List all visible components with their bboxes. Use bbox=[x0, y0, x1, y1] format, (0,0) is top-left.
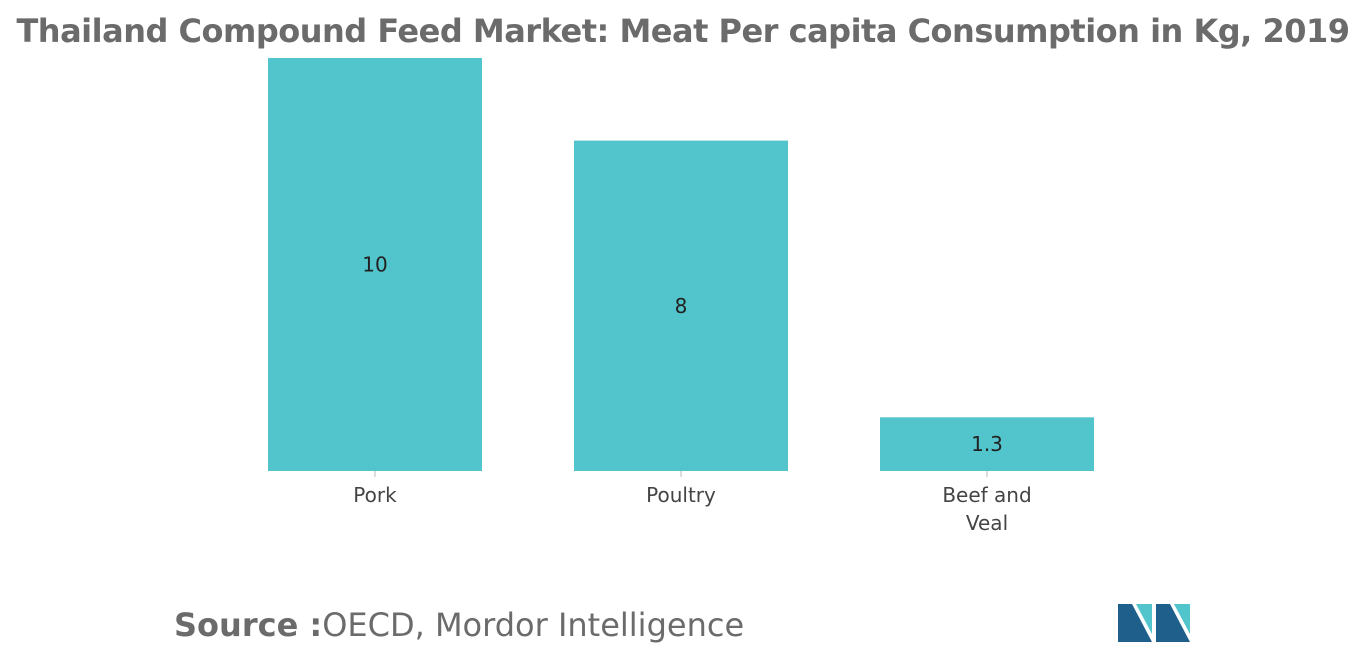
x-tick-label-line: Pork bbox=[353, 483, 397, 507]
x-tick-label-line: Beef and bbox=[942, 483, 1031, 507]
logo-shape-2 bbox=[1136, 604, 1152, 634]
data-labels: 10 8 1.3 bbox=[362, 253, 1003, 457]
logo-shape-1 bbox=[1118, 604, 1152, 642]
bar-poultry bbox=[574, 140, 788, 471]
x-axis-ticks bbox=[374, 471, 988, 477]
x-tick-label: Pork bbox=[353, 483, 397, 507]
source-note: Source :OECD, Mordor Intelligence bbox=[174, 606, 744, 644]
x-tick-label-line: Poultry bbox=[646, 483, 716, 507]
x-tick-label: Poultry bbox=[646, 483, 716, 507]
source-label: Source : bbox=[174, 606, 323, 644]
source-text: OECD, Mordor Intelligence bbox=[322, 606, 745, 644]
data-label: 1.3 bbox=[971, 432, 1003, 456]
x-tick-label-line: Veal bbox=[966, 511, 1008, 535]
x-axis-labels: Pork Poultry Beef and Veal bbox=[353, 483, 1031, 535]
x-tick-label: Beef and Veal bbox=[942, 483, 1031, 535]
data-label: 10 bbox=[362, 253, 387, 277]
logo-shape-3 bbox=[1156, 604, 1190, 642]
bar-pork bbox=[268, 58, 482, 471]
bar-beef-and-veal bbox=[880, 417, 1094, 471]
data-label: 8 bbox=[675, 294, 688, 318]
bars-group bbox=[268, 58, 1094, 471]
mordor-intelligence-logo-icon bbox=[1118, 604, 1190, 642]
chart-title: Thailand Compound Feed Market: Meat Per … bbox=[16, 12, 1350, 50]
logo-shape-4 bbox=[1174, 604, 1190, 634]
